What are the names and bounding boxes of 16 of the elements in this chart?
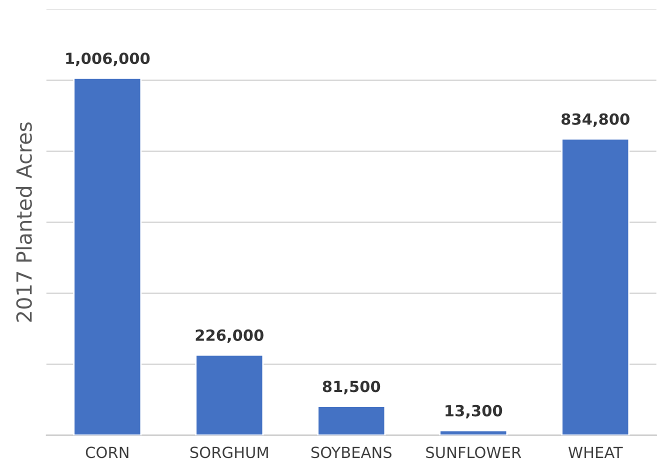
bar [439, 430, 508, 436]
bar [317, 406, 386, 436]
data-label: 834,800 [562, 113, 630, 127]
y-axis-title: 2017 Planted Acres [16, 122, 32, 322]
bar [73, 78, 142, 436]
data-label: 81,500 [322, 380, 380, 394]
data-label: 226,000 [196, 329, 264, 343]
x-tick-label: WHEAT [568, 446, 623, 458]
x-tick-label: SOYBEANS [311, 446, 392, 458]
data-label: 13,300 [446, 404, 502, 418]
bar [195, 354, 264, 436]
data-label: 1,006,000 [66, 52, 150, 66]
x-tick-label: CORN [86, 446, 128, 458]
bar [561, 138, 630, 436]
x-tick-label: SUNFLOWER [426, 446, 522, 458]
x-tick-label: SORGHUM [190, 446, 268, 458]
